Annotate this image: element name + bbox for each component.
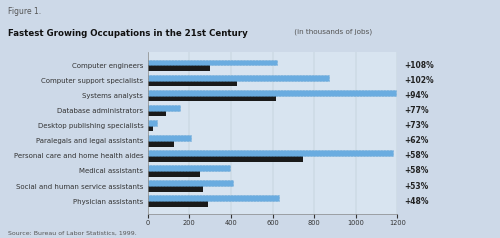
Bar bbox=[148, 135, 190, 141]
Text: +58%: +58% bbox=[404, 151, 429, 160]
Bar bbox=[148, 111, 166, 116]
Bar bbox=[148, 80, 237, 86]
Bar bbox=[148, 60, 277, 65]
Bar bbox=[148, 141, 174, 147]
Text: +53%: +53% bbox=[404, 182, 428, 191]
Text: +48%: +48% bbox=[404, 197, 429, 206]
Text: Source: Bureau of Labor Statistics, 1999.: Source: Bureau of Labor Statistics, 1999… bbox=[8, 231, 136, 236]
Text: (in thousands of jobs): (in thousands of jobs) bbox=[292, 29, 372, 35]
Text: +73%: +73% bbox=[404, 121, 429, 130]
Bar bbox=[148, 105, 180, 111]
Bar bbox=[148, 156, 303, 162]
Bar bbox=[148, 65, 210, 71]
Text: +108%: +108% bbox=[404, 61, 434, 70]
Bar bbox=[148, 195, 278, 201]
Bar bbox=[148, 180, 233, 186]
Bar bbox=[148, 171, 200, 177]
Text: Figure 1.: Figure 1. bbox=[8, 7, 40, 16]
Text: +77%: +77% bbox=[404, 106, 429, 115]
Bar bbox=[148, 150, 393, 156]
Bar bbox=[148, 75, 328, 80]
Text: +94%: +94% bbox=[404, 91, 429, 100]
Text: +102%: +102% bbox=[404, 76, 434, 85]
Bar bbox=[148, 165, 230, 171]
Bar bbox=[148, 186, 204, 192]
Text: Fastest Growing Occupations in the 21st Century: Fastest Growing Occupations in the 21st … bbox=[8, 29, 247, 38]
Text: +62%: +62% bbox=[404, 136, 429, 145]
Bar bbox=[148, 90, 396, 96]
Bar bbox=[148, 120, 157, 126]
Bar bbox=[148, 126, 153, 131]
Bar bbox=[148, 96, 276, 101]
Bar bbox=[148, 201, 208, 207]
Text: +58%: +58% bbox=[404, 166, 429, 175]
